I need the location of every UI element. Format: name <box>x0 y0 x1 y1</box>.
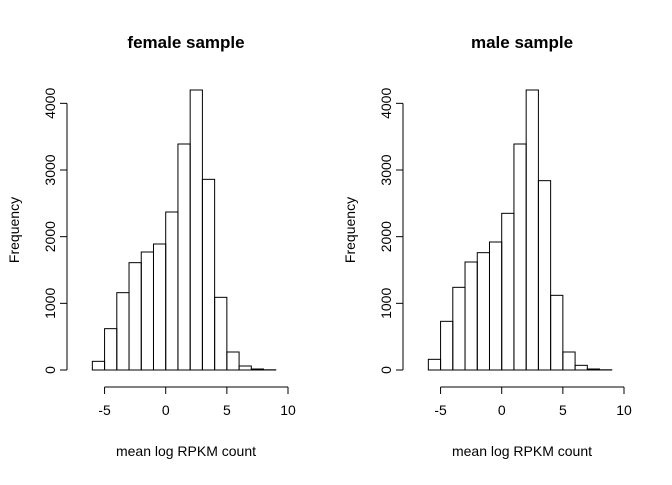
y-tick-label: 4000 <box>378 88 394 119</box>
x-tick-label: -5 <box>434 402 447 418</box>
y-tick-label: 1000 <box>378 288 394 319</box>
x-tick-label: 5 <box>223 402 231 418</box>
histogram-bar <box>477 253 489 370</box>
y-axis-label: Frequency <box>6 197 22 263</box>
chart-title: male sample <box>471 33 573 52</box>
histogram-bar <box>538 181 550 370</box>
y-tick-label: 1000 <box>42 288 58 319</box>
histogram-bar <box>190 90 202 370</box>
histogram-bar <box>141 252 153 370</box>
x-axis-label: mean log RPKM count <box>452 443 592 459</box>
y-tick-label: 2000 <box>42 221 58 252</box>
histogram-bar <box>563 352 575 370</box>
histogram-bar <box>465 262 477 370</box>
histogram-bar <box>129 263 141 370</box>
x-axis-label: mean log RPKM count <box>116 443 256 459</box>
y-tick-label: 4000 <box>42 88 58 119</box>
y-tick-label: 2000 <box>378 221 394 252</box>
y-tick-label: 0 <box>42 366 58 374</box>
histogram-bar <box>514 144 526 370</box>
x-tick-label: 0 <box>498 402 506 418</box>
x-tick-label: 5 <box>559 402 567 418</box>
histogram-bar <box>587 369 599 370</box>
x-tick-label: 10 <box>616 402 632 418</box>
chart-title: female sample <box>127 33 244 52</box>
y-tick-label: 3000 <box>42 154 58 185</box>
histogram-bar <box>92 361 104 370</box>
histogram-bar <box>502 213 514 370</box>
histogram-bar <box>428 359 440 370</box>
histogram-bar <box>166 212 178 370</box>
histogram-bar <box>489 242 501 370</box>
histogram-bar <box>526 90 538 370</box>
histogram-bar <box>215 297 227 370</box>
histogram-bar <box>453 287 465 370</box>
y-tick-label: 3000 <box>378 154 394 185</box>
histogram-bar <box>202 179 214 370</box>
histogram-bar <box>178 144 190 370</box>
x-tick-label: 0 <box>162 402 170 418</box>
histogram-bar <box>117 293 129 370</box>
y-tick-label: 0 <box>378 366 394 374</box>
x-tick-label: 10 <box>280 402 296 418</box>
histogram-bar <box>251 369 263 370</box>
x-tick-label: -5 <box>98 402 111 418</box>
panel-female: female sample Frequency mean log RPKM co… <box>6 33 296 459</box>
histogram-bar <box>551 295 563 370</box>
histogram-bar <box>153 244 165 370</box>
histogram-bar <box>227 352 239 370</box>
histogram-bar <box>239 366 251 370</box>
histogram-bar <box>105 329 117 370</box>
y-axis-label: Frequency <box>342 197 358 263</box>
panel-male: male sample Frequency mean log RPKM coun… <box>342 33 632 459</box>
histogram-bar <box>575 365 587 370</box>
histogram-bar <box>441 321 453 370</box>
